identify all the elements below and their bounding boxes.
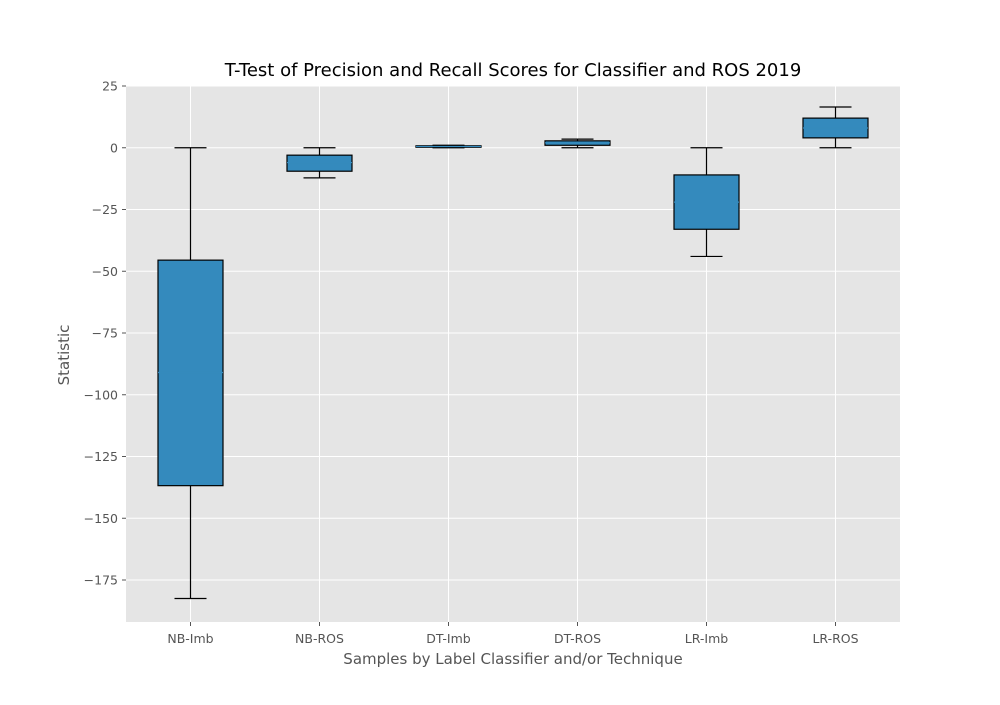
y-axis-ticks: 25 0 −25 −50 −75 −100 −125 −150 −175 [84,79,126,588]
x-tick-label: DT-ROS [554,631,601,646]
box-iqr [286,154,353,172]
y-axis-label: Statistic [55,325,73,386]
y-tick-label: −175 [84,573,118,588]
box-dt-ros [544,138,611,149]
boxes [157,106,869,600]
y-tick-label: 0 [110,140,118,155]
x-tick-label: NB-ROS [295,631,344,646]
x-axis-label: Samples by Label Classifier and/or Techn… [343,650,682,668]
box-dt-imb [415,144,482,149]
plot-background [126,86,900,622]
y-tick-label: −150 [84,511,118,526]
y-tick-label: −50 [92,264,118,279]
box-nb-imb [157,147,224,600]
y-tick-label: −75 [92,326,118,341]
y-tick-label: −125 [84,449,118,464]
x-tick-label: NB-Imb [167,631,213,646]
y-tick-label: −25 [92,202,118,217]
chart-title: T-Test of Precision and Recall Scores fo… [224,60,802,81]
x-tick-label: DT-Imb [426,631,470,646]
box-lr-ros [802,106,869,149]
x-tick-label: LR-Imb [685,631,729,646]
y-tick-label: −100 [84,387,118,402]
box-lr-imb [673,147,740,258]
x-axis-ticks: NB-Imb NB-ROS DT-Imb DT-ROS LR-Imb LR-ROS [167,622,859,646]
y-tick-label: 25 [102,79,118,94]
x-tick-label: LR-ROS [812,631,858,646]
box-nb-ros [286,147,353,179]
